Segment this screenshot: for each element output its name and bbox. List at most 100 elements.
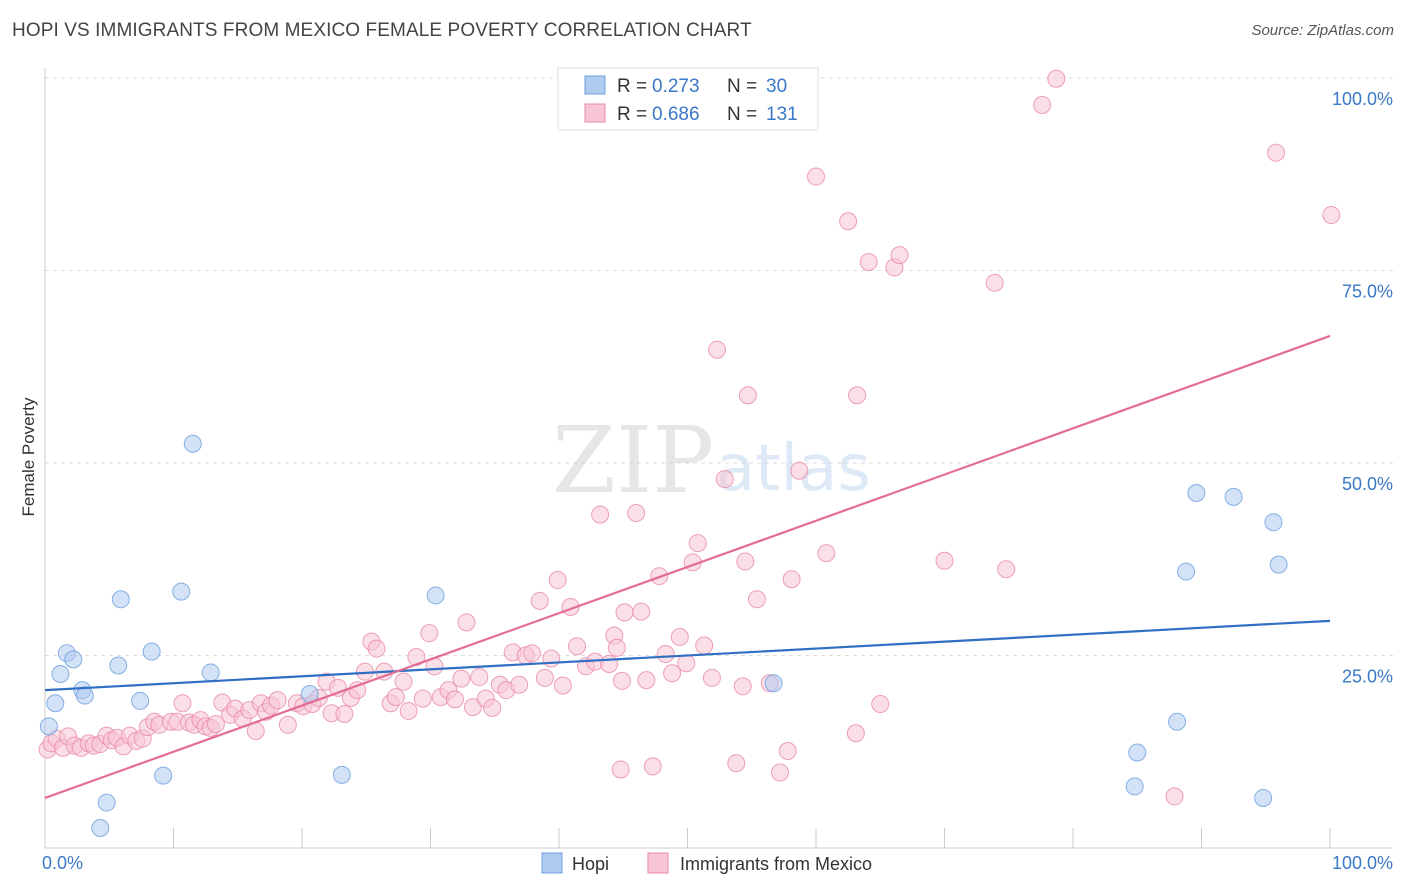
- point-mexico: [348, 681, 367, 700]
- point-mexico: [591, 505, 610, 524]
- point-hopi: [1264, 513, 1283, 532]
- point-mexico: [839, 212, 858, 231]
- point-mexico: [510, 675, 529, 694]
- point-mexico: [935, 551, 954, 570]
- point-mexico: [846, 724, 865, 743]
- trend-layer: [44, 334, 1331, 799]
- point-mexico: [413, 689, 432, 708]
- point-mexico: [367, 639, 386, 658]
- point-hopi: [1187, 484, 1206, 503]
- point-mexico: [268, 691, 287, 710]
- point-hopi: [332, 765, 351, 784]
- trendline-hopi: [44, 619, 1331, 692]
- point-mexico: [715, 470, 734, 489]
- point-hopi: [1254, 788, 1273, 807]
- stats-legend: R = 0.273 N = 30 R = 0.686 N = 131: [557, 67, 819, 131]
- point-hopi: [1125, 777, 1144, 796]
- point-mexico: [1322, 206, 1341, 225]
- legend-mexico-n-value: 131: [766, 104, 798, 125]
- point-mexico: [702, 668, 721, 687]
- grid-layer: [45, 77, 1393, 656]
- point-mexico: [470, 668, 489, 687]
- point-mexico: [452, 669, 471, 688]
- x-tick-label-max: 100.0%: [1332, 853, 1393, 873]
- point-hopi: [1224, 487, 1243, 506]
- point-mexico: [607, 638, 626, 657]
- point-mexico: [688, 534, 707, 553]
- series-legend-label-mexico: Immigrants from Mexico: [680, 854, 872, 874]
- legend-hopi-r-label: R =: [617, 76, 647, 97]
- point-mexico: [637, 671, 656, 690]
- watermark-zip: ZIP: [552, 407, 714, 514]
- point-hopi: [142, 642, 161, 661]
- y-tick-labels: 25.0% 50.0% 75.0% 100.0%: [1332, 89, 1393, 687]
- point-mexico: [420, 624, 439, 643]
- points-layer: [38, 69, 1341, 837]
- point-mexico: [1165, 787, 1184, 806]
- series-legend-swatch-hopi: [541, 852, 563, 874]
- point-hopi: [131, 691, 150, 710]
- point-hopi: [1177, 562, 1196, 581]
- point-mexico: [859, 253, 878, 272]
- point-hopi: [764, 674, 783, 693]
- point-mexico: [1047, 69, 1066, 88]
- point-mexico: [736, 552, 755, 571]
- point-mexico: [627, 504, 646, 523]
- point-mexico: [535, 668, 554, 687]
- point-mexico: [206, 715, 225, 734]
- point-hopi: [201, 663, 220, 682]
- point-mexico: [670, 628, 689, 647]
- point-hopi: [111, 590, 130, 609]
- point-mexico: [463, 698, 482, 717]
- point-mexico: [173, 694, 192, 713]
- point-mexico: [817, 544, 836, 563]
- point-hopi: [97, 793, 116, 812]
- point-mexico: [542, 649, 561, 668]
- series-legend-label-hopi: Hopi: [572, 854, 609, 874]
- x-tick-label-min: 0.0%: [42, 853, 83, 873]
- series-legend-swatch-mexico: [647, 852, 669, 874]
- point-mexico: [483, 698, 502, 717]
- point-hopi: [109, 656, 128, 675]
- point-mexico: [663, 664, 682, 683]
- y-axis-label: Female Poverty: [19, 397, 38, 517]
- point-mexico: [553, 676, 572, 695]
- point-hopi: [64, 650, 83, 669]
- legend-mexico-r-label: R =: [617, 104, 647, 125]
- point-mexico: [445, 690, 464, 709]
- y-tick-label: 100.0%: [1332, 89, 1393, 109]
- point-hopi: [1168, 712, 1187, 731]
- chart-title: HOPI VS IMMIGRANTS FROM MEXICO FEMALE PO…: [12, 20, 752, 41]
- point-mexico: [612, 671, 631, 690]
- point-hopi: [39, 717, 58, 736]
- point-mexico: [335, 705, 354, 724]
- point-mexico: [567, 637, 586, 656]
- legend-mexico-r-value: 0.686: [652, 104, 700, 125]
- point-mexico: [643, 757, 662, 776]
- point-mexico: [985, 273, 1004, 292]
- point-mexico: [457, 613, 476, 632]
- y-tick-label: 25.0%: [1342, 667, 1393, 687]
- y-tick-label: 50.0%: [1342, 474, 1393, 494]
- point-mexico: [807, 167, 825, 186]
- trendline-mexico: [44, 334, 1331, 799]
- point-mexico: [747, 590, 766, 609]
- legend-swatch-hopi: [584, 75, 606, 95]
- point-mexico: [278, 715, 297, 734]
- point-mexico: [399, 701, 418, 720]
- point-mexico: [890, 246, 909, 265]
- y-tick-label: 75.0%: [1342, 282, 1393, 302]
- point-mexico: [738, 386, 757, 405]
- point-hopi: [426, 586, 445, 605]
- watermark: ZIP atlas: [552, 407, 871, 514]
- point-mexico: [1267, 143, 1286, 162]
- point-mexico: [871, 695, 890, 714]
- point-mexico: [600, 654, 619, 673]
- point-hopi: [1128, 743, 1147, 762]
- point-hopi: [183, 434, 202, 453]
- point-mexico: [523, 644, 542, 663]
- point-mexico: [394, 672, 413, 691]
- point-mexico: [656, 644, 675, 663]
- point-hopi: [172, 582, 191, 601]
